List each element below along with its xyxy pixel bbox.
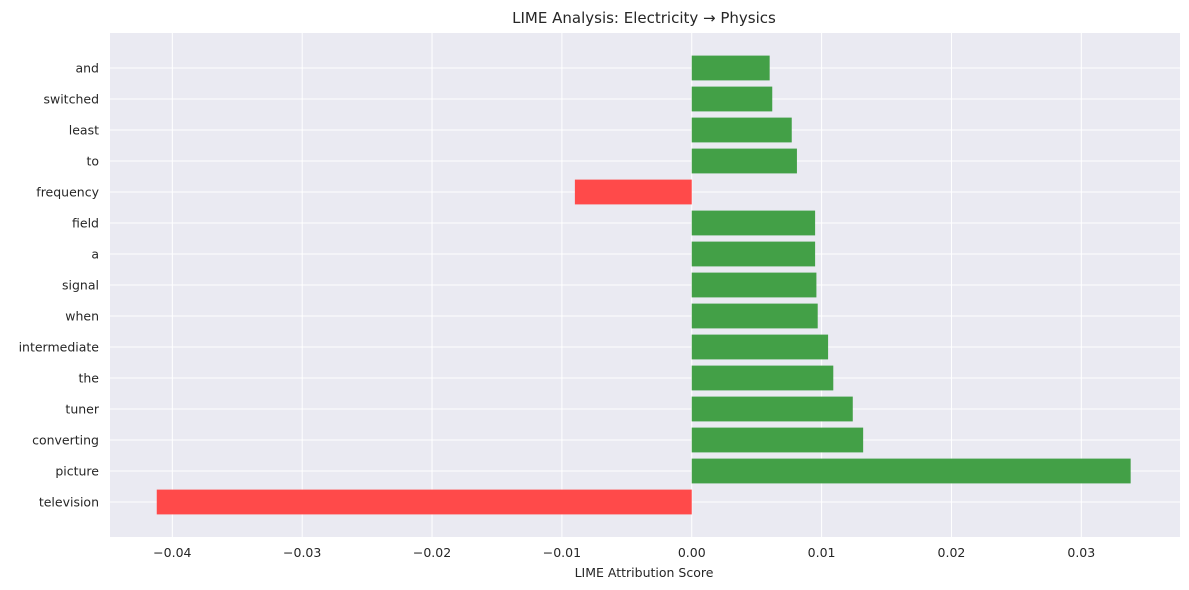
bar-field	[691, 210, 816, 236]
bar-when	[691, 303, 818, 329]
bar-signal	[691, 272, 817, 298]
y-tick-label: the	[78, 371, 99, 386]
y-tick-label: a	[91, 247, 99, 262]
y-tick-label: when	[65, 309, 99, 324]
bar-and	[691, 55, 770, 81]
bar-tuner	[691, 396, 853, 422]
bar-a	[691, 241, 816, 267]
y-tick-labels: television picture converting tuner the inter…	[19, 61, 100, 510]
bar-picture	[691, 458, 1131, 484]
x-tick-labels: −0.04 −0.03 −0.02 −0.01 0.00 0.01 0.02 0.03	[153, 545, 1095, 560]
x-tick-label: −0.04	[153, 545, 191, 560]
chart-title: LIME Analysis: Electricity → Physics	[512, 9, 776, 27]
y-tick-label: television	[39, 495, 99, 510]
x-tick-label: −0.01	[543, 545, 581, 560]
y-tick-label: to	[86, 154, 99, 169]
x-tick-label: 0.03	[1067, 545, 1095, 560]
y-tick-label: field	[72, 216, 99, 231]
x-tick-label: 0.01	[808, 545, 836, 560]
y-tick-label: tuner	[65, 402, 99, 417]
bar-converting	[691, 427, 864, 453]
bar-frequency	[574, 179, 692, 205]
y-tick-label: converting	[32, 433, 99, 448]
y-tick-label: frequency	[36, 185, 99, 200]
x-tick-label: −0.03	[283, 545, 321, 560]
x-tick-label: 0.02	[938, 545, 966, 560]
y-tick-label: switched	[43, 92, 99, 107]
y-tick-label: picture	[55, 464, 99, 479]
x-tick-label: 0.00	[678, 545, 706, 560]
x-tick-label: −0.02	[413, 545, 451, 560]
bar-the	[691, 365, 834, 391]
bar-to	[691, 148, 797, 174]
y-tick-label: and	[75, 61, 99, 76]
bar-least	[691, 117, 792, 143]
bar-television	[156, 489, 692, 515]
y-tick-label: least	[69, 123, 99, 138]
y-tick-label: intermediate	[19, 340, 100, 355]
bar-switched	[691, 86, 773, 112]
bars	[156, 55, 1131, 515]
y-tick-label: signal	[62, 278, 99, 293]
bar-intermediate	[691, 334, 829, 360]
x-axis-label: LIME Attribution Score	[575, 565, 714, 580]
